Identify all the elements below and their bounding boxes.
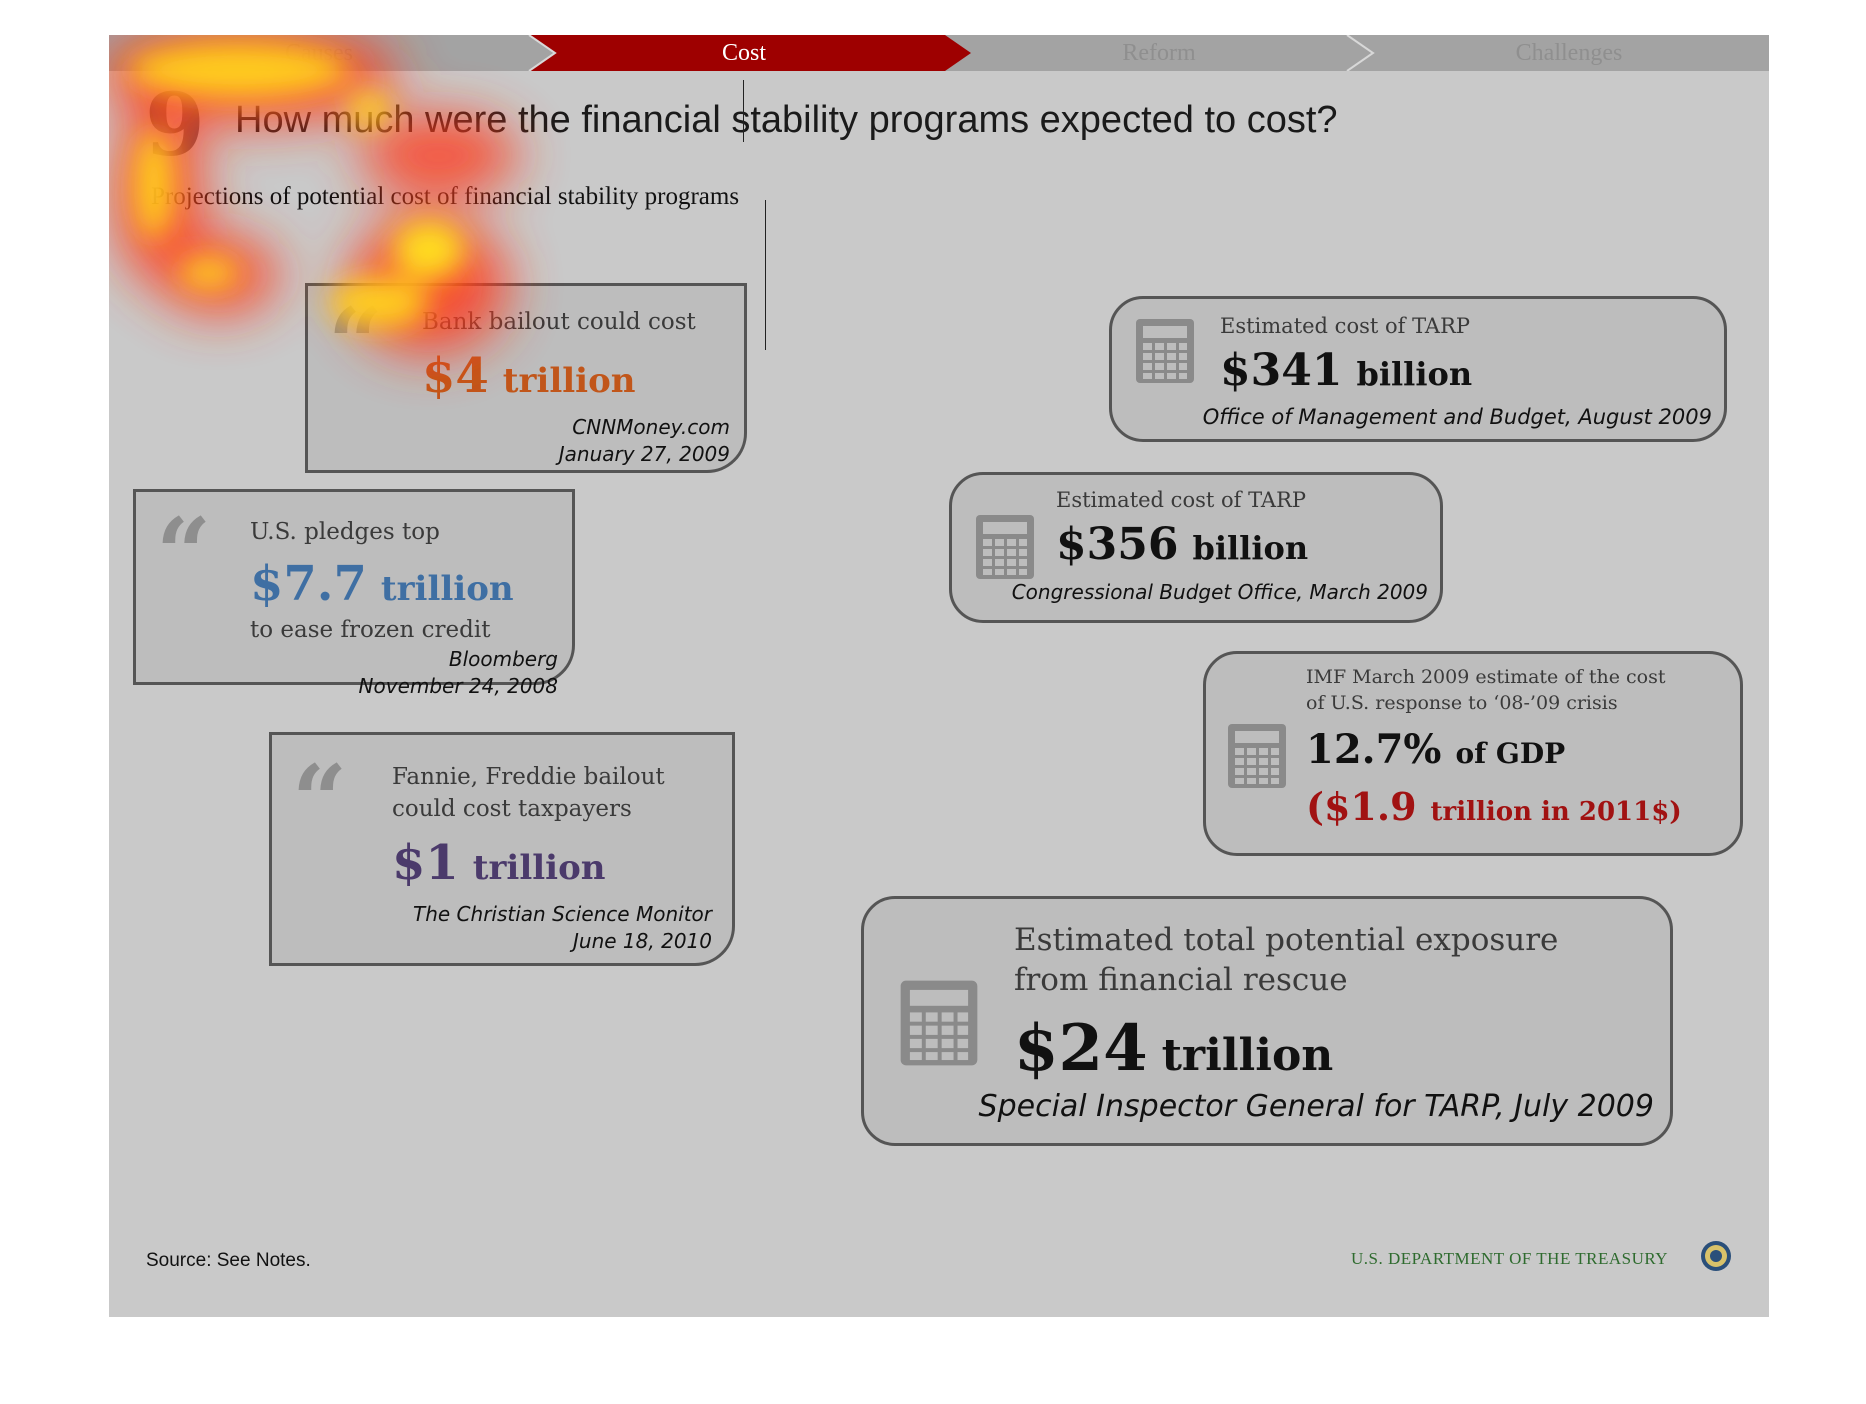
estimate-lead: Estimated cost of TARP (1220, 314, 1471, 338)
estimate-card-cbo: Estimated cost of TARP $356 billion Congr… (949, 472, 1443, 623)
estimate-source: Special Inspector General for TARP, July… (978, 1089, 1654, 1124)
calculator-icon (976, 515, 1034, 579)
estimate-source: Office of Management and Budget, August … (1202, 405, 1712, 429)
amount-unit: of GDP (1455, 737, 1566, 770)
amount-unit: trillion (502, 361, 636, 401)
quote-lead: U.S. pledges top (250, 519, 440, 545)
source-date: January 27, 2009 (558, 442, 730, 466)
page-subtitle: Projections of potential cost of financi… (151, 183, 740, 210)
quote-card-cnnmoney: “ Bank bailout could cost $4 trillion CNN… (305, 283, 747, 473)
source-name: The Christian Science Monitor (413, 902, 712, 926)
quote-mark-icon: “ (156, 497, 212, 610)
footer-source: Source: See Notes. (146, 1250, 311, 1271)
amount-value: ($1.9 (1306, 784, 1417, 829)
quote-mark-icon: “ (328, 287, 384, 400)
amount-unit: trillion (380, 569, 514, 609)
amount-unit: trillion (1161, 1030, 1334, 1081)
estimate-lead-2: from financial rescue (1014, 962, 1348, 998)
calculator-icon (1228, 724, 1286, 788)
source-date: June 18, 2010 (573, 929, 712, 953)
source-name: Bloomberg (448, 647, 558, 671)
quote-lead: Fannie, Freddie bailout (392, 764, 665, 790)
tab-reform[interactable]: Reform (1122, 40, 1196, 66)
slide: Causes Cost Reform Challenges 9 How much… (109, 35, 1769, 1317)
question-number: 9 (145, 75, 205, 176)
annotation-line (743, 80, 744, 142)
quote-amount: $4 trillion (422, 348, 635, 404)
nav-bar: Causes Cost Reform Challenges (109, 35, 1769, 71)
quote-source: CNNMoney.com January 27, 2009 (559, 414, 730, 468)
estimate-lead: Estimated total potential exposure (1014, 922, 1559, 958)
quote-lead-2: could cost taxpayers (392, 796, 632, 822)
amount-unit: trillion in 2011$) (1430, 797, 1682, 827)
amount-value: $24 (1014, 1011, 1148, 1086)
amount-value: $7.7 (250, 556, 367, 612)
tab-causes[interactable]: Causes (285, 40, 353, 66)
quote-amount: $7.7 trillion (250, 556, 514, 612)
quote-card-csmonitor: “ Fannie, Freddie bailout could cost tax… (269, 732, 735, 966)
calculator-icon (1136, 319, 1194, 383)
amount-unit: trillion (472, 848, 606, 888)
amount-value: $341 (1220, 345, 1343, 396)
estimate-lead: Estimated cost of TARP (1056, 488, 1307, 512)
estimate-lead-2: of U.S. response to ‘08-’09 crisis (1306, 692, 1618, 714)
nav-active-arrow (528, 35, 1375, 71)
calculator-icon (900, 980, 978, 1066)
amount-value: $4 (422, 348, 489, 404)
footer-agency: U.S. DEPARTMENT OF THE TREASURY (1351, 1249, 1669, 1268)
quote-source: The Christian Science Monitor June 18, 2… (413, 901, 712, 955)
estimate-amount: $341 billion (1220, 345, 1472, 396)
amount-unit: billion (1356, 355, 1473, 393)
estimate-amount: $356 billion (1056, 519, 1308, 570)
annotation-line (765, 200, 766, 350)
amount-unit: billion (1192, 529, 1309, 567)
quote-lead: Bank bailout could cost (422, 309, 696, 335)
estimate-card-imf: IMF March 2009 estimate of the cost of U… (1203, 651, 1743, 856)
amount-value: $356 (1056, 519, 1179, 570)
estimate-card-omb: Estimated cost of TARP $341 billion Offic… (1109, 296, 1727, 442)
source-date: November 24, 2008 (358, 674, 558, 698)
estimate-card-sigtarp: Estimated total potential exposure from … (861, 896, 1673, 1146)
quote-mark-icon: “ (292, 744, 348, 857)
tab-cost[interactable]: Cost (721, 40, 766, 66)
quote-source: Bloomberg November 24, 2008 (359, 646, 558, 700)
estimate-lead: IMF March 2009 estimate of the cost (1306, 666, 1666, 688)
tab-challenges[interactable]: Challenges (1515, 40, 1623, 66)
source-name: CNNMoney.com (572, 415, 730, 439)
quote-tail: to ease frozen credit (250, 617, 491, 643)
quote-amount: $1 trillion (392, 835, 605, 891)
quote-card-bloomberg: “ U.S. pledges top $7.7 trillion to ease … (133, 489, 575, 698)
page-title: How much were the financial stability pr… (235, 99, 1338, 141)
amount-value: $1 (392, 835, 459, 891)
treasury-seal-icon (1701, 1241, 1731, 1271)
estimate-amount: $24 trillion (1014, 1011, 1333, 1086)
estimate-source: Congressional Budget Office, March 2009 (1011, 580, 1428, 604)
estimate-alt-amount: ($1.9 trillion in 2011$) (1306, 784, 1682, 829)
amount-value: 12.7% (1306, 726, 1442, 773)
estimate-amount: 12.7% of GDP (1306, 726, 1565, 773)
